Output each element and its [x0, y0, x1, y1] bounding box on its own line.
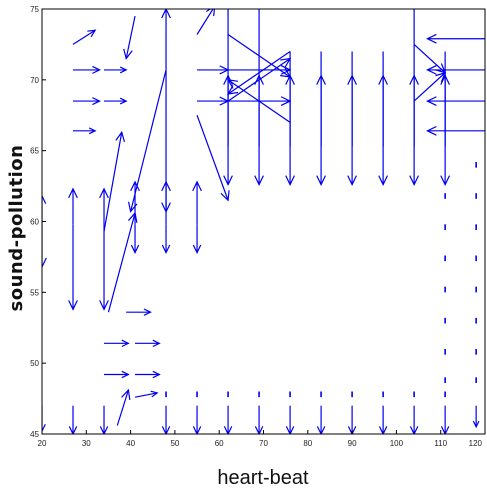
- quiver-arrow: [68, 224, 78, 311]
- x-tick-label: 60: [215, 439, 224, 448]
- quiver-arrow: [440, 405, 450, 434]
- quiver-arrow: [378, 74, 388, 147]
- quiver-arrow: [104, 339, 130, 348]
- quiver-arrow: [347, 405, 357, 434]
- x-tick-label: 100: [390, 439, 404, 448]
- y-axis-label: sound-pollution: [6, 145, 27, 312]
- quiver-arrow: [68, 187, 78, 225]
- x-tick-label: 20: [38, 439, 47, 448]
- x-tick-label: 110: [434, 439, 447, 448]
- quiver-arrow: [192, 180, 202, 225]
- quiver-arrow: [223, 405, 233, 434]
- quiver-arrow: [73, 127, 97, 135]
- quiver-arrow: [73, 65, 101, 74]
- quiver-arrow: [254, 74, 264, 147]
- y-tick-label: 75: [30, 5, 39, 14]
- quiver-arrow: [161, 405, 171, 434]
- quiver-arrow: [68, 405, 78, 434]
- quiver-arrow: [426, 96, 485, 106]
- y-tick-label: 65: [30, 147, 39, 156]
- quiver-arrow: [127, 69, 167, 213]
- y-tick-label: 60: [30, 218, 39, 227]
- quiver-arrow: [72, 29, 97, 45]
- quiver-arrow: [316, 405, 326, 434]
- x-tick-label: 90: [348, 439, 357, 448]
- quiver-arrow: [135, 339, 161, 348]
- quiver-arrow: [196, 115, 230, 202]
- quiver-arrow: [409, 74, 420, 147]
- quiver-arrow: [134, 390, 159, 398]
- x-tick-label: 120: [469, 439, 483, 448]
- quiver-arrow: [123, 15, 136, 60]
- quiver-arrow: [42, 194, 47, 225]
- plot-area: [42, 9, 485, 434]
- quiver-arrow: [99, 405, 109, 434]
- quiver-arrow: [223, 74, 233, 147]
- quiver-arrow: [192, 224, 202, 255]
- quiver-arrow: [135, 370, 161, 379]
- quiver-arrow: [378, 405, 388, 434]
- quiver-arrow: [126, 308, 152, 316]
- x-tick-label: 30: [82, 439, 91, 448]
- quiver-arrow: [254, 405, 264, 434]
- y-tick-label: 70: [30, 76, 39, 85]
- quiver-arrow: [130, 180, 140, 225]
- quiver-arrow: [130, 224, 140, 255]
- quiver-arrow: [161, 9, 171, 70]
- quiver-arrow: [104, 370, 130, 379]
- arrow-layer: [42, 9, 485, 434]
- x-axis: 20 30 40 50 60 70 80 90 100 110 120: [38, 430, 486, 448]
- quiver-arrow: [99, 224, 109, 311]
- quiver-arrow: [472, 405, 480, 429]
- x-tick-label: 50: [170, 439, 179, 448]
- quiver-arrow: [285, 405, 295, 434]
- quiver-arrow: [104, 66, 128, 74]
- quiver-arrow: [426, 33, 485, 44]
- quiver-arrow: [196, 9, 216, 35]
- quiver-arrow: [103, 130, 126, 232]
- quiver-arrow: [161, 69, 171, 213]
- quiver-arrow: [285, 74, 295, 147]
- quiver-arrow: [409, 405, 419, 434]
- x-axis-label: heart-beat: [217, 467, 309, 489]
- quiver-arrow: [99, 187, 109, 225]
- quiver-arrow: [192, 405, 202, 434]
- quiver-arrow: [42, 405, 46, 433]
- x-tick-label: 40: [126, 439, 135, 448]
- x-tick-label: 80: [303, 439, 312, 448]
- quiver-arrow: [42, 224, 47, 269]
- quiver-arrow: [161, 224, 171, 255]
- y-axis: 45 50 55 60 65 70 75: [30, 5, 46, 439]
- quiver-arrow: [316, 74, 326, 147]
- y-tick-label: 45: [30, 430, 39, 439]
- quiver-arrow: [413, 71, 447, 102]
- quiver-arrow: [347, 74, 357, 147]
- x-tick-label: 70: [259, 439, 268, 448]
- quiver-arrow: [104, 97, 128, 105]
- quiver-arrow: [116, 388, 131, 426]
- quiver-arrow: [426, 125, 485, 136]
- y-tick-label: 55: [30, 288, 39, 297]
- y-tick-label: 50: [30, 359, 39, 368]
- quiver-arrow: [73, 97, 101, 106]
